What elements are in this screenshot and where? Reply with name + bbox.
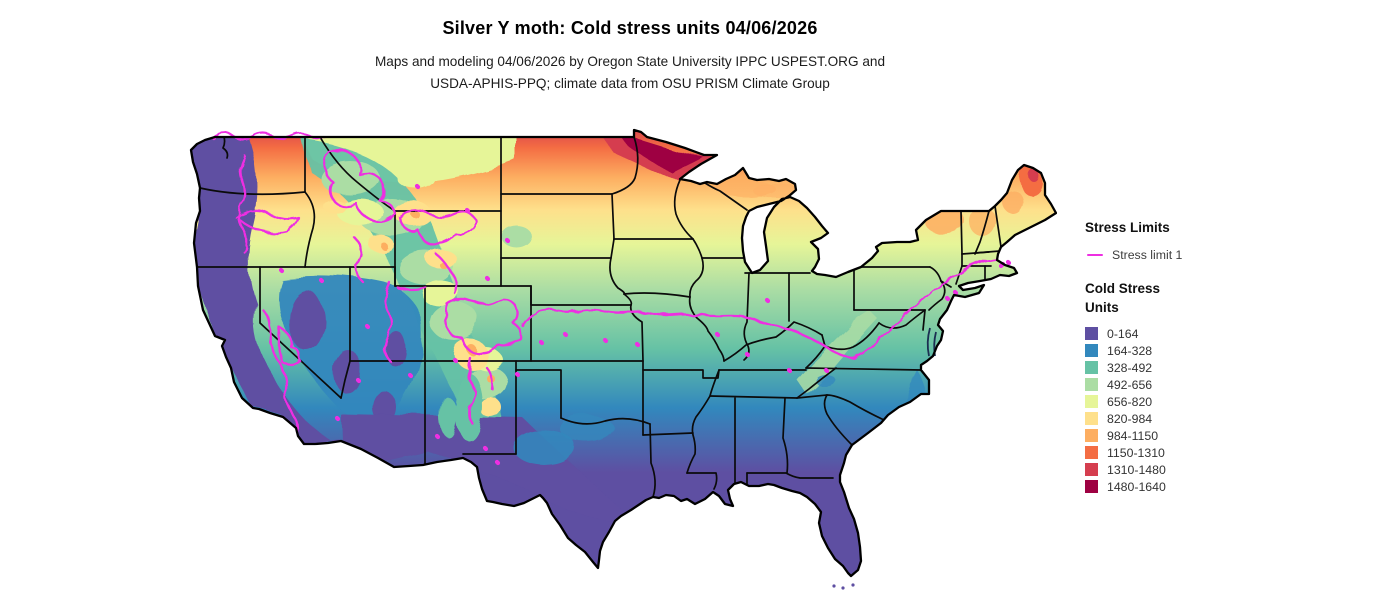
legend-class-label: 820-984 <box>1107 411 1153 426</box>
subtitle-line-2: USDA-APHIS-PPQ; climate data from OSU PR… <box>430 76 830 91</box>
florida-keys-dots <box>832 583 855 590</box>
cold-stress-units-legend-title: Cold Stress Units <box>1085 279 1175 317</box>
legend-class-label: 0-164 <box>1107 326 1139 341</box>
legend-class-swatch <box>1085 446 1098 459</box>
legend-class-swatch <box>1085 327 1098 340</box>
us-map-svg <box>189 128 1058 590</box>
legend-class-swatch <box>1085 429 1098 442</box>
conus-outline <box>189 128 1058 578</box>
map-legend: Stress Limits Stress limit 1 Cold Stress… <box>1085 220 1235 494</box>
legend-class-swatch <box>1085 395 1098 408</box>
legend-class-swatch <box>1085 378 1098 391</box>
legend-class-row: 492-656 <box>1085 377 1235 392</box>
legend-class-row: 1150-1310 <box>1085 445 1235 460</box>
stress-limits-legend-title: Stress Limits <box>1085 220 1170 235</box>
legend-class-swatch <box>1085 361 1098 374</box>
legend-class-label: 984-1150 <box>1107 428 1159 443</box>
stress-limit-line-swatch <box>1087 253 1103 257</box>
legend-class-label: 1480-1640 <box>1107 479 1166 494</box>
stress-limit-legend-row: Stress limit 1 <box>1087 248 1235 262</box>
legend-class-row: 984-1150 <box>1085 428 1235 443</box>
legend-class-label: 492-656 <box>1107 377 1153 392</box>
state-borders <box>196 130 1002 498</box>
legend-class-swatch <box>1085 412 1098 425</box>
legend-class-row: 1480-1640 <box>1085 479 1235 494</box>
legend-class-swatch <box>1085 463 1098 476</box>
legend-class-row: 0-164 <box>1085 326 1235 341</box>
units-title-line-2: Units <box>1085 300 1119 315</box>
legend-class-swatch <box>1085 480 1098 493</box>
legend-class-swatch <box>1085 344 1098 357</box>
legend-class-row: 820-984 <box>1085 411 1235 426</box>
legend-class-label: 1150-1310 <box>1107 445 1165 460</box>
legend-class-label: 164-328 <box>1107 343 1153 358</box>
legend-class-label: 1310-1480 <box>1107 462 1166 477</box>
legend-class-row: 1310-1480 <box>1085 462 1235 477</box>
legend-class-row: 656-820 <box>1085 394 1235 409</box>
title-block: Silver Y moth: Cold stress units 04/06/2… <box>190 18 1070 95</box>
legend-class-row: 164-328 <box>1085 343 1235 358</box>
legend-class-row: 328-492 <box>1085 360 1235 375</box>
map-subtitle: Maps and modeling 04/06/2026 by Oregon S… <box>190 51 1070 95</box>
subtitle-line-1: Maps and modeling 04/06/2026 by Oregon S… <box>374 54 886 69</box>
legend-class-label: 328-492 <box>1107 360 1153 375</box>
units-title-line-1: Cold Stress <box>1085 281 1161 296</box>
legend-class-list: 0-164 164-328 328-492 492-656 656-820 820-984… <box>1085 326 1235 494</box>
map-title: Silver Y moth: Cold stress units 04/06/2… <box>442 18 818 38</box>
stress-limit-label: Stress limit 1 <box>1112 248 1183 262</box>
stress-limit-dots <box>278 183 1012 466</box>
legend-class-label: 656-820 <box>1107 394 1153 409</box>
map-figure <box>185 118 1058 594</box>
raster-fill-layer <box>191 130 1056 576</box>
